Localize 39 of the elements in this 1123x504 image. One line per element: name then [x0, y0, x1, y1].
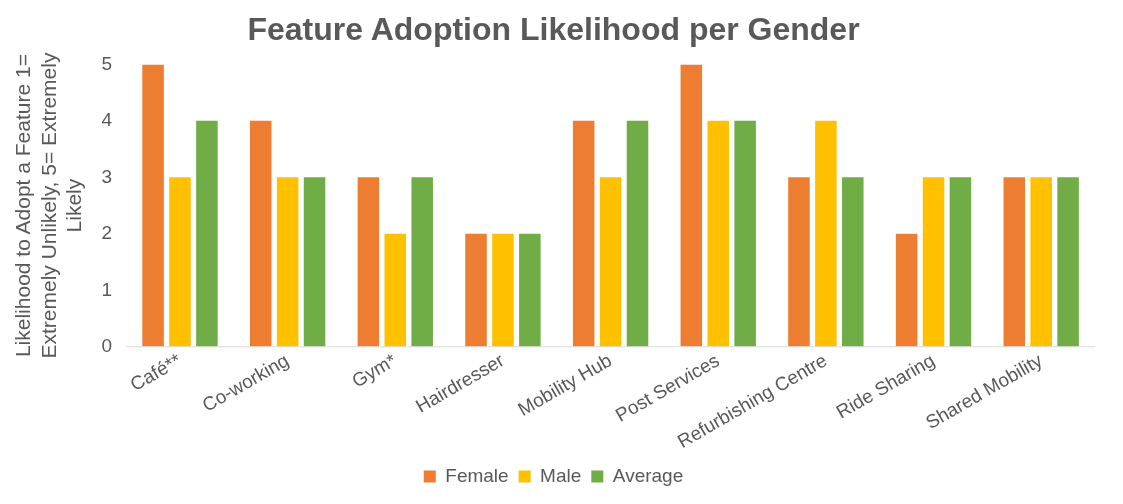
y-axis-title: Likelihood to Adopt a Feature 1= Extremely Unlikely, 5= Extremely Likely: [11, 52, 85, 359]
bar: [734, 120, 756, 347]
y-tick-label: 1: [101, 278, 113, 300]
bar: [411, 177, 433, 347]
y-tick-label: 2: [101, 222, 113, 244]
bar: [1003, 177, 1026, 347]
bar: [196, 120, 218, 347]
bar: [680, 64, 703, 347]
x-tick-label: Gym*: [348, 349, 401, 392]
bar: [169, 177, 191, 347]
bar: [707, 120, 729, 347]
bar: [1030, 177, 1052, 347]
bar: [492, 233, 514, 347]
bar: [815, 120, 837, 347]
bar: [465, 233, 487, 347]
chart-title: Feature Adoption Likelihood per Gender: [247, 11, 860, 48]
bar: [249, 120, 272, 347]
bar: [572, 120, 595, 347]
bar: [142, 64, 164, 347]
bar: [276, 177, 299, 347]
y-tick-label: 3: [101, 165, 113, 187]
y-tick-label: 4: [101, 109, 113, 131]
legend-label: Female: [445, 464, 509, 486]
bar: [842, 177, 864, 347]
bar: [357, 177, 380, 347]
bar: [303, 177, 326, 347]
bar: [1057, 177, 1079, 347]
bar: [895, 233, 918, 347]
bar: [384, 233, 407, 347]
bar: [599, 177, 622, 347]
bar: [788, 177, 810, 347]
legend-label: Average: [612, 464, 684, 486]
y-tick-label: 5: [101, 52, 113, 74]
y-tick-label: 0: [101, 335, 113, 356]
legend-label: Male: [540, 464, 582, 486]
bar: [922, 177, 945, 347]
bar: [626, 120, 649, 347]
bar: [949, 177, 972, 347]
bar: [519, 233, 541, 347]
